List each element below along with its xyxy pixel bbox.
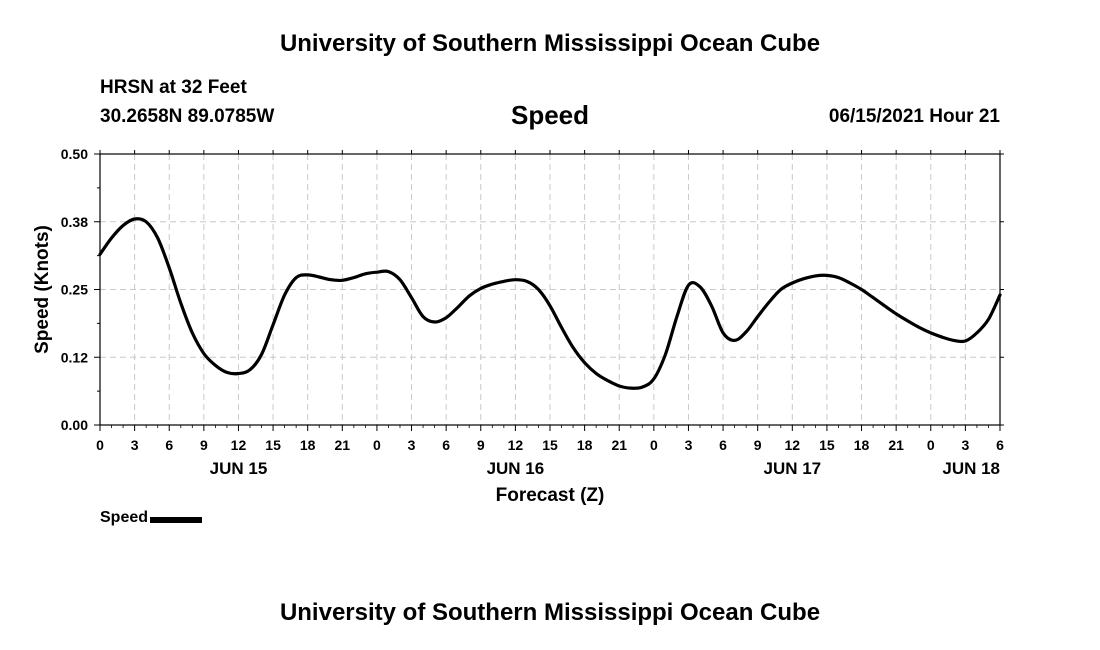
axis-ticks xyxy=(94,150,1004,431)
footer-title: University of Southern Mississippi Ocean… xyxy=(279,599,821,626)
x-tick-label: 6 xyxy=(442,437,450,453)
plot-title: Speed xyxy=(510,100,590,130)
x-tick-label: 12 xyxy=(231,437,247,453)
legend-line-swatch xyxy=(150,517,203,523)
page-title: University of Southern Mississippi Ocean… xyxy=(279,30,821,57)
legend-label: Speed xyxy=(100,509,149,526)
x-tick-label: 21 xyxy=(888,437,904,453)
date-label: JUN 18 xyxy=(942,459,1000,478)
y-tick-label: 0.38 xyxy=(61,214,88,230)
legend: Speed xyxy=(100,509,203,527)
date-label: JUN 17 xyxy=(763,459,821,478)
x-tick-label: 0 xyxy=(650,437,658,453)
x-tick-label: 12 xyxy=(785,437,801,453)
x-tick-label: 3 xyxy=(408,437,416,453)
datetime-label: 06/15/2021 Hour 21 xyxy=(828,106,1000,127)
x-tick-label: 9 xyxy=(200,437,208,453)
x-tick-label: 3 xyxy=(131,437,139,453)
x-tick-label: 18 xyxy=(577,437,593,453)
x-tick-label: 3 xyxy=(961,437,969,453)
station-label: HRSN at 32 Feet xyxy=(100,77,247,98)
x-tick-label: 18 xyxy=(300,437,316,453)
x-tick-label: 9 xyxy=(477,437,485,453)
x-tick-label: 6 xyxy=(996,437,1004,453)
grid xyxy=(100,154,1000,425)
axis-labels: 0.00 0.12 0.25 0.38 0.50 0 3 6 9 12 15 18 21 0 3 6 9 12 15… xyxy=(61,146,1004,478)
y-tick-label: 0.50 xyxy=(61,146,88,162)
x-tick-label: 0 xyxy=(373,437,381,453)
x-tick-label: 18 xyxy=(854,437,870,453)
x-tick-label: 0 xyxy=(96,437,104,453)
coordinates-label: 30.2658N 89.0785W xyxy=(100,106,275,127)
y-tick-label: 0.25 xyxy=(61,282,88,298)
x-tick-label: 15 xyxy=(265,437,281,453)
x-tick-label: 6 xyxy=(165,437,173,453)
x-tick-label: 6 xyxy=(719,437,727,453)
y-tick-label: 0.12 xyxy=(61,349,88,365)
x-tick-label: 0 xyxy=(927,437,935,453)
x-tick-label: 21 xyxy=(335,437,351,453)
date-label: JUN 16 xyxy=(487,459,545,478)
series-line-speed xyxy=(98,217,1002,390)
x-tick-label: 12 xyxy=(508,437,524,453)
x-tick-label: 9 xyxy=(754,437,762,453)
x-axis-title: Forecast (Z) xyxy=(496,485,605,506)
x-tick-label: 3 xyxy=(685,437,693,453)
y-axis-title: Speed (Knots) xyxy=(32,225,53,354)
y-tick-label: 0.00 xyxy=(61,417,88,433)
x-tick-label: 21 xyxy=(611,437,627,453)
x-tick-label: 15 xyxy=(819,437,835,453)
date-label: JUN 15 xyxy=(210,459,268,478)
x-tick-label: 15 xyxy=(542,437,558,453)
